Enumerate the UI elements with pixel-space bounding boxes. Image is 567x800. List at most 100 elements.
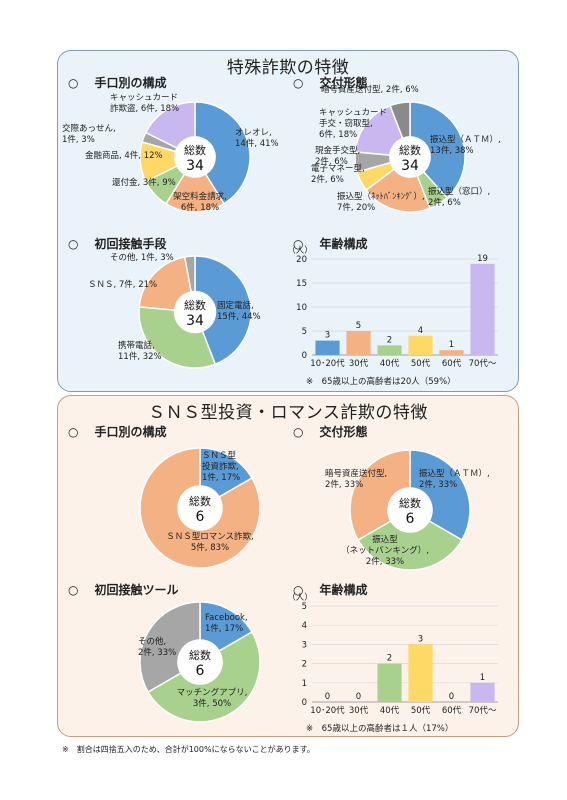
bar — [408, 644, 433, 702]
x-tick-label: 30代 — [349, 358, 369, 369]
age-note: ※ 65歳以上の高齢者は20人（59%） — [306, 377, 456, 387]
section-delivery: ○ 交付形態 — [293, 425, 368, 439]
pie-center-label: 総数 — [399, 496, 421, 510]
y-tick-label: 5 — [302, 327, 307, 337]
pie-hole — [177, 485, 223, 531]
bar — [439, 350, 464, 355]
x-tick-label: 60代 — [442, 705, 462, 716]
pie-center-total: 34 — [401, 158, 419, 174]
y-tick-label: 10 — [296, 303, 307, 313]
slice-label: 金融商品, 4件, 12% — [85, 150, 163, 161]
pie-slice — [165, 155, 225, 213]
chart-p2-delivery: 総数6 振込型（ＡＴＭ）, 2件, 33% 振込型（ネットバンキング）, 2件, 33%… — [325, 449, 490, 571]
slice-label: キャッシュカード手交・窃取型, 6件, 18% — [319, 108, 387, 140]
slice-label: 暗号資産送付型, 2件, 33% — [325, 468, 387, 490]
panel-title: ＳＮＳ型投資・ロマンス詐欺の特徴 — [148, 403, 428, 423]
pie-center-total: 6 — [196, 509, 205, 525]
panel-title: 特殊詐欺の特徴 — [226, 58, 350, 78]
pie-center-label: 総数 — [184, 298, 206, 312]
pie-center-total: 6 — [196, 663, 205, 679]
bar-value-label: 19 — [477, 254, 488, 264]
bar — [408, 335, 433, 355]
section-methods: ○ 手口別の構成 — [68, 425, 167, 439]
x-tick-label: 10･20代 — [310, 358, 345, 369]
bar-value-label: 1 — [449, 340, 454, 350]
age-note: ※ 65歳以上の高齢者は１人（17%） — [306, 724, 454, 734]
bar-value-label: 2 — [387, 335, 392, 345]
slice-label: 還付金, 3件, 9% — [112, 177, 176, 188]
section-delivery: ○ 交付形態 — [293, 76, 368, 90]
pie-hole — [173, 290, 217, 334]
slice-label: 架空料金請求, 6件, 18% — [173, 191, 227, 213]
y-tick-label: 0 — [302, 351, 307, 361]
slice-label: その他, 2件, 33% — [138, 636, 176, 658]
y-tick-label: 20 — [296, 255, 307, 265]
slice-label: ＳＮＳ型ロマンス詐欺, 5件, 83% — [166, 531, 254, 553]
y-axis-label: （人） — [287, 245, 313, 256]
section-age: ○ 年齢構成 — [293, 237, 368, 251]
x-tick-label: 50代 — [411, 358, 431, 369]
x-tick-label: 70代～ — [469, 358, 497, 369]
pie-center-label: 総数 — [189, 494, 211, 508]
y-tick-label: 2 — [302, 660, 307, 670]
bar-value-label: 0 — [449, 692, 454, 702]
x-tick-label: 70代～ — [469, 705, 497, 716]
pie-center-total: 34 — [186, 313, 204, 329]
y-tick-label: 1 — [302, 679, 307, 689]
bar — [470, 263, 495, 355]
bar-value-label: 0 — [356, 692, 361, 702]
pie-hole — [387, 487, 433, 533]
bar — [377, 663, 402, 702]
slice-label: マッチングアプリ, 3件, 50% — [177, 687, 248, 709]
pie-slice — [139, 447, 261, 569]
pie-center-total: 6 — [406, 511, 415, 527]
section-age: ○ 年齢構成 — [293, 583, 368, 597]
slice-label: その他, 1件, 3% — [110, 252, 174, 263]
y-tick-label: 0 — [302, 698, 307, 708]
footnote: ※ 割合は四捨五入のため、合計が100%にならないことがあります。 — [62, 745, 315, 754]
bar-value-label: 2 — [387, 654, 392, 664]
pie-slice — [194, 255, 252, 366]
pie-hole — [389, 136, 431, 178]
bar-value-label: 3 — [418, 634, 423, 644]
bar-value-label: 4 — [418, 326, 423, 336]
y-tick-label: 15 — [296, 279, 307, 289]
slice-label: キャッシュカード詐欺盗, 6件, 18% — [110, 93, 179, 114]
slice-label: 交際あっせん, 1件, 3% — [62, 123, 116, 145]
chart-p2-methods: 総数6 ＳＮＳ型投資詐欺, 1件, 17% ＳＮＳ型ロマンス詐欺, 5件, 83% — [139, 447, 261, 569]
pie-center-label: 総数 — [189, 648, 211, 662]
bar — [377, 345, 402, 355]
slice-label: Facebook, 1件, 17% — [205, 613, 248, 634]
bar — [346, 331, 371, 355]
slice-label: ＳＮＳ型投資詐欺, 1件, 17% — [202, 451, 240, 483]
chart-p2-contact: 総数6 Facebook, 1件, 17% マッチングアプリ, 3件, 50% その他, 2… — [138, 601, 261, 723]
pie-slice — [409, 101, 466, 199]
slice-label: 振込型（ネットバンキング）, 2件, 33% — [341, 534, 429, 567]
slice-label: 電子マネー型, 2件, 6% — [311, 164, 365, 185]
slice-label: 固定電話, 15件, 44% — [217, 300, 261, 322]
y-tick-label: 4 — [302, 621, 307, 631]
pie-center-total: 34 — [186, 158, 204, 174]
pie-hole — [174, 136, 216, 178]
chart-p1-age: （人） 0 5 10 15 20 3 10･20代 5 30代 2 40代 4 50代 1 60代 19 70代～ — [287, 245, 498, 369]
bar-value-label: 1 — [480, 673, 485, 683]
y-axis-label: （人） — [287, 592, 313, 603]
slice-label: ＳＮＳ, 7件, 21% — [88, 279, 157, 290]
x-tick-label: 40代 — [380, 705, 400, 716]
slice-label: 振込型（ＡＴＭ）, 2件, 33% — [419, 468, 490, 490]
slice-label: 暗号資産送付型, 2件, 6% — [321, 84, 419, 95]
slice-label: オレオレ, 14件, 41% — [235, 128, 279, 149]
slice-label: 振込型（ＡＴＭ）, 13件, 38% — [430, 134, 501, 156]
bar-value-label: 5 — [356, 321, 361, 331]
bar-value-label: 0 — [325, 692, 330, 702]
x-tick-label: 10･20代 — [310, 705, 345, 716]
bar — [470, 682, 495, 702]
y-tick-label: 5 — [302, 602, 307, 612]
slice-label: 振込型（ﾈｯﾄﾊﾞﾝｷﾝｸﾞ）, 7件, 20% — [337, 191, 425, 213]
section-methods: ○ 手口別の構成 — [68, 76, 167, 90]
x-tick-label: 60代 — [442, 358, 462, 369]
x-tick-label: 30代 — [349, 705, 369, 716]
